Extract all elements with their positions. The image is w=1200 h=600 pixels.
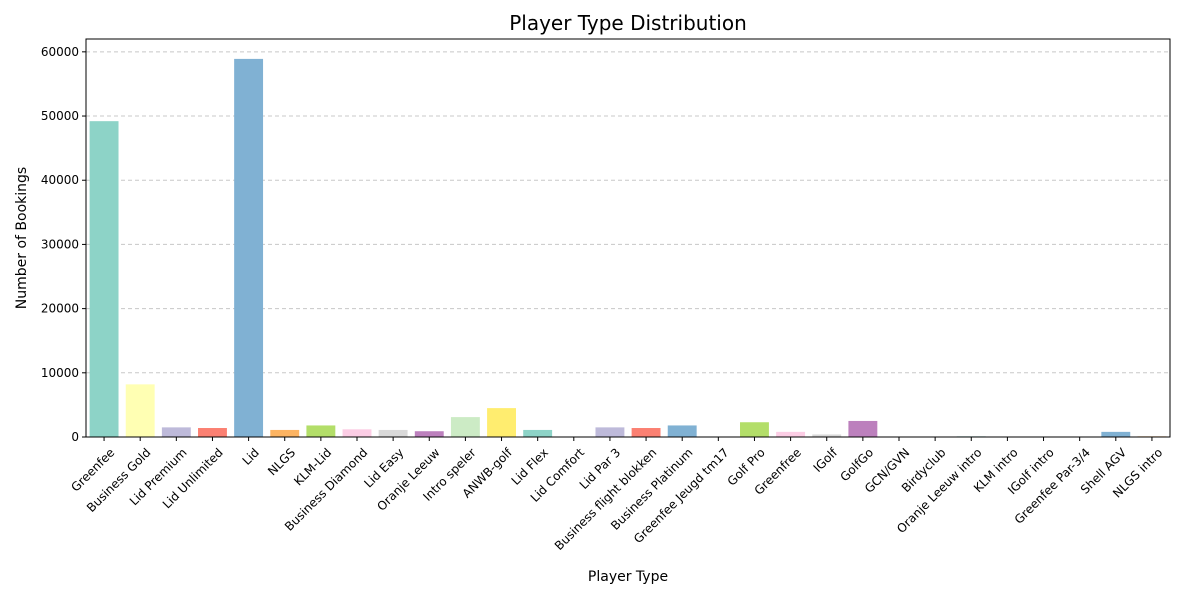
plot-frame — [85, 38, 1171, 438]
bar — [161, 427, 191, 437]
y-tick-label: 0 — [71, 430, 79, 444]
y-tick-label: 50000 — [41, 109, 79, 123]
y-tick-label: 10000 — [41, 366, 79, 380]
bar — [198, 428, 227, 437]
bar — [667, 425, 697, 437]
x-tick-label: Business Gold — [84, 445, 154, 515]
bar — [378, 429, 408, 437]
bars — [89, 58, 1167, 438]
y-tick-label: 20000 — [41, 302, 79, 316]
bar — [414, 431, 444, 437]
x-tick-label: NLGS — [265, 445, 298, 478]
x-axis-title: Player Type — [588, 569, 668, 585]
bar — [487, 408, 516, 437]
bar — [595, 427, 625, 437]
grid-lines — [86, 51, 1170, 438]
chart-title: Player Type Distribution — [509, 11, 747, 35]
x-tick-label: IGolf — [811, 445, 841, 475]
bar — [523, 429, 553, 437]
bar — [270, 429, 300, 437]
y-tick-label: 40000 — [41, 173, 79, 187]
bar — [631, 428, 661, 437]
bar — [848, 420, 878, 437]
y-tick-label: 30000 — [41, 237, 79, 251]
y-tick-label: 60000 — [41, 45, 79, 59]
bar — [125, 384, 155, 437]
bar — [740, 422, 769, 437]
bar — [812, 434, 842, 437]
x-tick-label: Oranje Leeuw — [374, 445, 442, 513]
bar — [342, 429, 372, 437]
y-axis-ticks: 0 10000 20000 30000 40000 50000 60000 — [41, 45, 86, 444]
bar — [776, 431, 806, 437]
bar — [450, 417, 480, 437]
bar — [306, 425, 336, 437]
bar — [89, 121, 119, 438]
x-tick-label: Lid — [240, 445, 262, 467]
bar — [234, 58, 264, 438]
bar — [1101, 431, 1131, 437]
y-axis-title: Number of Bookings — [14, 167, 30, 309]
